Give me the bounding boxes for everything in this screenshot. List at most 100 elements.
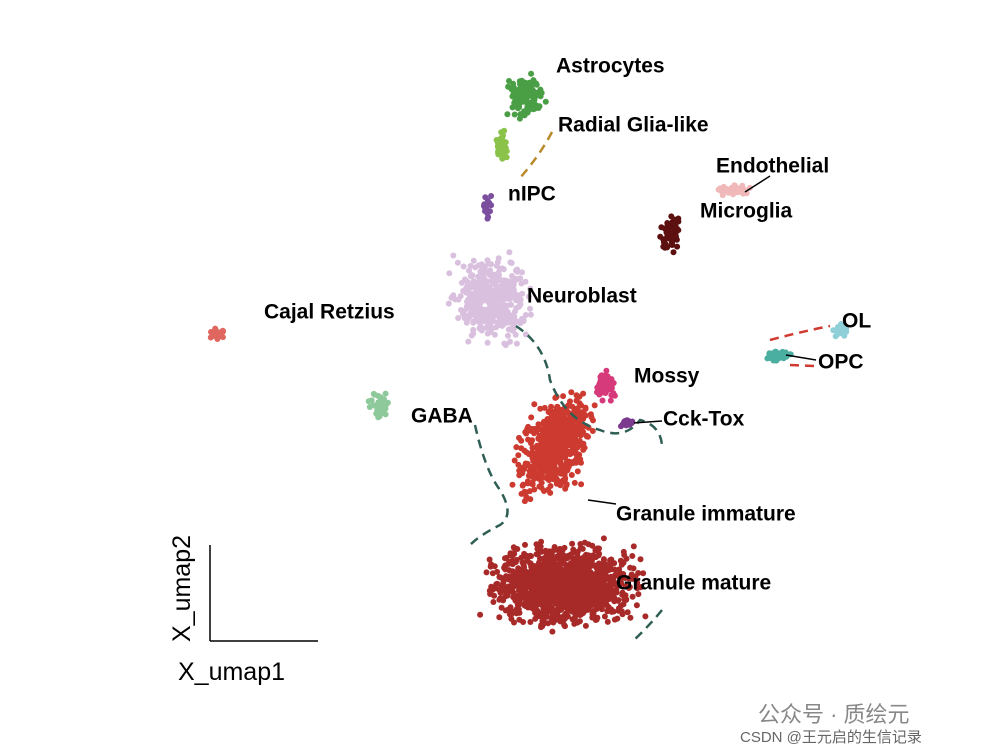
cell-point [519, 290, 526, 297]
cell-point [517, 275, 524, 282]
cell-point [505, 326, 512, 333]
cell-point [445, 300, 452, 307]
cell-point [565, 464, 572, 471]
cell-point [530, 98, 536, 105]
cell-point [557, 618, 564, 625]
cell-point [836, 329, 843, 336]
cell-point [554, 404, 561, 410]
cell-point [536, 565, 543, 572]
cell-point [533, 81, 540, 88]
cell-point [516, 472, 523, 479]
cell-point [510, 594, 517, 601]
cluster-label: OL [842, 310, 871, 333]
cell-point [525, 103, 532, 110]
cell-point [597, 592, 604, 599]
cell-point [529, 444, 536, 451]
cell-point [548, 403, 555, 410]
cell-point [571, 479, 578, 486]
cell-point [514, 601, 521, 608]
cell-point [470, 326, 477, 333]
cell-point [498, 144, 505, 151]
cell-point [605, 590, 612, 596]
cell-point [365, 398, 372, 405]
cell-point [477, 326, 484, 332]
cell-point [516, 104, 523, 111]
cell-point [524, 579, 531, 585]
cell-point [604, 386, 610, 393]
cell-point [488, 296, 495, 303]
cell-point [491, 331, 498, 338]
cell-point [562, 610, 569, 617]
cell-point [737, 185, 744, 192]
cell-point [519, 269, 525, 276]
cell-point [537, 454, 544, 461]
cell-point [214, 330, 221, 337]
cell-point [219, 334, 226, 341]
cell-point [553, 480, 560, 487]
cell-point [555, 427, 562, 434]
cluster-label: Endothelial [716, 155, 829, 178]
cell-point [507, 296, 514, 302]
cell-point [519, 92, 526, 99]
cell-point [541, 589, 548, 596]
cell-point [448, 294, 455, 301]
cluster [445, 249, 534, 349]
cell-point [556, 421, 563, 428]
cell-point [592, 617, 599, 623]
cell-point [604, 374, 611, 381]
cell-point [581, 553, 588, 560]
cell-point [523, 449, 530, 456]
cell-point [486, 556, 493, 563]
cell-point [581, 591, 588, 598]
cell-point [542, 547, 549, 554]
cell-point [488, 202, 495, 209]
cell-point [568, 472, 575, 478]
cell-point [552, 417, 559, 424]
cell-point [559, 548, 566, 554]
cell-point [535, 421, 542, 428]
guide [789, 363, 816, 368]
cell-point [532, 609, 539, 616]
cell-point [591, 575, 598, 581]
cell-point [541, 556, 548, 563]
cell-point [519, 315, 525, 322]
point-layer [207, 70, 850, 635]
cell-point [537, 405, 544, 412]
cell-point [516, 115, 523, 122]
cell-point [483, 569, 490, 576]
cluster [830, 321, 850, 340]
cell-point [374, 406, 381, 413]
cell-point [577, 541, 584, 547]
cell-point [611, 616, 618, 623]
cell-point [446, 270, 453, 277]
cell-point [637, 556, 644, 563]
cell-point [546, 572, 553, 579]
cell-point [569, 560, 576, 567]
cell-point [611, 566, 618, 573]
cell-point [511, 619, 517, 626]
cell-point [496, 140, 503, 147]
cell-point [513, 267, 519, 274]
cell-point [568, 432, 575, 439]
cell-point [578, 481, 585, 488]
cell-point [545, 620, 552, 627]
cell-point [588, 414, 595, 421]
cell-point [529, 574, 536, 581]
cell-point [493, 581, 500, 588]
cell-point [521, 550, 528, 557]
cell-point [500, 582, 507, 589]
cell-point [670, 234, 677, 241]
cell-point [548, 413, 555, 420]
cell-point [530, 106, 537, 113]
cell-point [633, 602, 640, 609]
cell-point [498, 129, 505, 136]
cell-point [585, 566, 592, 573]
cell-point [580, 566, 587, 573]
cell-point [620, 571, 627, 577]
cell-point [611, 598, 618, 605]
cell-point [578, 402, 585, 409]
cell-point [522, 79, 529, 86]
cluster [509, 389, 598, 505]
cell-point [381, 397, 388, 404]
cluster-label: Granule immature [616, 503, 796, 526]
